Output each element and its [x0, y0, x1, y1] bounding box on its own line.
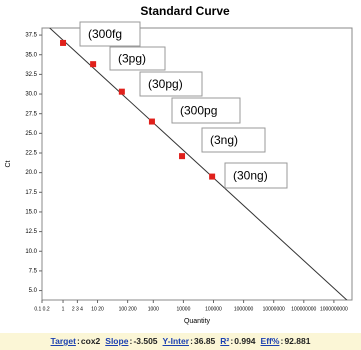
y-tick-label: 35.0 [25, 52, 37, 58]
x-tick-label: 1000000000 [320, 306, 348, 312]
point [90, 61, 97, 68]
footer-value: 0.994 [234, 336, 256, 346]
y-tick-label: 20.0 [25, 170, 37, 176]
colon: : [280, 336, 284, 346]
y-tick-label: 30.0 [25, 92, 37, 98]
plot-area [41, 27, 353, 301]
y-tick-label: 25.0 [25, 131, 37, 137]
annotation-box [79, 21, 141, 47]
x-tick-label: 1000000 [234, 306, 254, 312]
y-tick-label: 7.5 [29, 268, 38, 274]
point [148, 118, 155, 125]
annotation-box [171, 97, 241, 124]
y-tick-label: 10.0 [25, 249, 37, 255]
annotation: (3pg) [118, 52, 146, 66]
fit-line [48, 28, 348, 300]
footer-label[interactable]: Eff% [260, 336, 280, 346]
colon: : [76, 336, 80, 346]
footer-value: 92.881 [284, 336, 311, 346]
annotation: (30ng) [233, 169, 268, 183]
colon: : [190, 336, 193, 346]
x-tick-label: 100000 [205, 306, 222, 312]
x-tick-label: 0.1 0.2 [34, 306, 50, 312]
point [60, 39, 67, 46]
annotation: (3ng) [210, 133, 238, 147]
y-tick-label: 32.5 [25, 72, 37, 78]
x-tick-label: 10000 [176, 306, 190, 312]
y-tick-label: 17.5 [25, 190, 37, 196]
y-tick-label: 5.0 [29, 288, 38, 294]
annotation: (300fg [88, 27, 122, 41]
footer-label[interactable]: Y-Inter [162, 336, 189, 346]
y-axis-title: Ct [5, 160, 12, 167]
footer: Target:cox2 Slope:-3.505 Y-Inter:36.85 R²:0… [0, 333, 361, 350]
footer-label[interactable]: Slope [105, 336, 129, 346]
y-tick-label: 15.0 [25, 210, 37, 216]
point [118, 88, 125, 95]
footer-value: cox2 [80, 336, 101, 346]
annotation-box [224, 162, 288, 189]
footer-label[interactable]: R² [220, 336, 230, 346]
x-tick-label: 1 [62, 306, 65, 312]
y-tick-label: 12.5 [25, 229, 37, 235]
x-tick-label: 100000000 [291, 306, 316, 312]
x-tick-label: 2 3 4 [72, 306, 83, 312]
annotation: (30pg) [148, 77, 183, 91]
annotation-box [139, 71, 203, 97]
annotation-box [201, 127, 266, 153]
point [209, 173, 216, 180]
annotation: (300pg [180, 104, 217, 118]
point [179, 153, 186, 160]
chart-title: Standard Curve [140, 4, 230, 18]
x-tick-label: 10 20 [91, 306, 104, 312]
annotation-box [109, 46, 166, 71]
x-tick-label: 1000 [148, 306, 159, 312]
x-axis-title: Quantity [184, 318, 211, 325]
y-tick-label: 22.5 [25, 151, 37, 157]
footer-value: 36.85 [194, 336, 216, 346]
y-tick-label: 27.5 [25, 111, 37, 117]
colon: : [230, 336, 234, 346]
chart: Standard Curve Quantity Ct 5.0 7.5 10.0 12.… [5, 4, 353, 325]
footer-value: -3.505 [133, 336, 158, 346]
y-tick-label: 37.5 [25, 33, 37, 39]
footer-label[interactable]: Target [50, 336, 76, 346]
colon: : [129, 336, 133, 346]
x-tick-label: 10000000 [263, 306, 285, 312]
x-tick-label: 100 200 [119, 306, 137, 312]
